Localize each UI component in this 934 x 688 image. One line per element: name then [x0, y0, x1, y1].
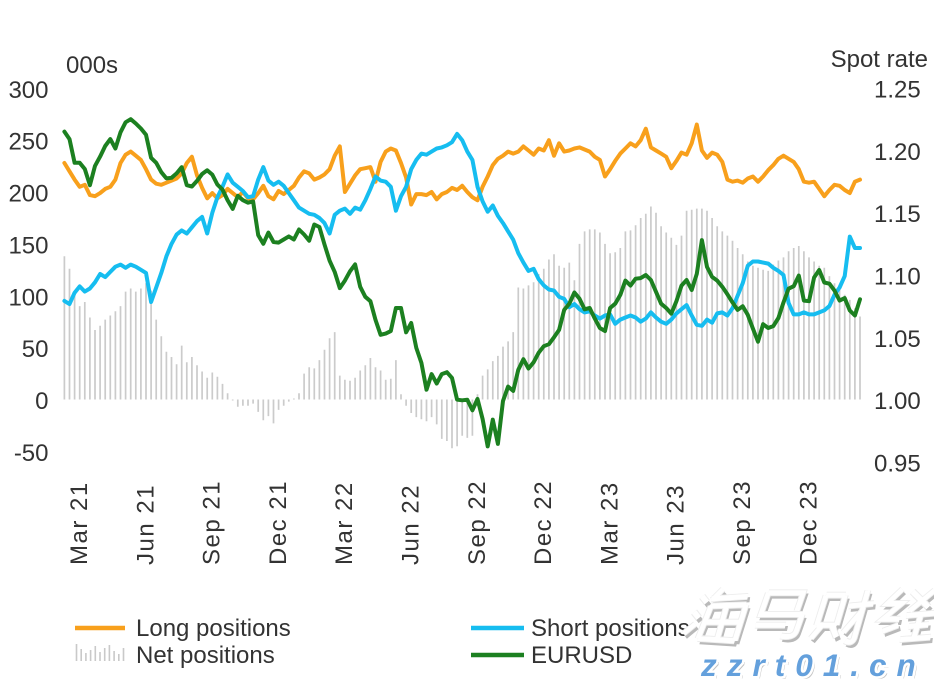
- svg-text:0: 0: [35, 388, 48, 415]
- svg-text:Sep 22: Sep 22: [464, 480, 491, 565]
- svg-text:1.20: 1.20: [874, 139, 921, 166]
- svg-text:0.95: 0.95: [874, 451, 921, 478]
- svg-text:1.10: 1.10: [874, 264, 921, 291]
- svg-text:1.00: 1.00: [874, 388, 921, 415]
- svg-text:Dec 22: Dec 22: [530, 480, 557, 565]
- svg-text:000s: 000s: [66, 52, 118, 79]
- svg-text:250: 250: [8, 129, 48, 156]
- svg-text:zzrt01.cn: zzrt01.cn: [700, 647, 926, 683]
- svg-text:Dec 21: Dec 21: [265, 480, 292, 565]
- svg-text:Mar 21: Mar 21: [66, 481, 93, 565]
- svg-text:Mar 22: Mar 22: [331, 481, 358, 565]
- svg-text:Spot rate: Spot rate: [831, 46, 928, 73]
- svg-text:50: 50: [22, 336, 49, 363]
- svg-text:1.25: 1.25: [874, 77, 921, 104]
- svg-text:-50: -50: [14, 440, 49, 467]
- svg-text:300: 300: [8, 77, 48, 104]
- svg-text:Mar 23: Mar 23: [596, 481, 623, 565]
- svg-text:Jun 21: Jun 21: [132, 484, 159, 565]
- svg-text:150: 150: [8, 232, 48, 259]
- svg-text:Jun 23: Jun 23: [663, 484, 690, 565]
- svg-text:Short positions: Short positions: [531, 615, 690, 642]
- svg-text:EURUSD: EURUSD: [531, 642, 632, 669]
- svg-text:100: 100: [8, 284, 48, 311]
- svg-text:1.05: 1.05: [874, 326, 921, 353]
- svg-text:zzrt01.cn: zzrt01.cn: [700, 647, 926, 683]
- svg-text:Sep 21: Sep 21: [199, 480, 226, 565]
- svg-text:Dec 23: Dec 23: [795, 480, 822, 565]
- svg-text:200: 200: [8, 181, 48, 208]
- svg-text:Long positions: Long positions: [136, 615, 291, 642]
- svg-text:1.15: 1.15: [874, 201, 921, 228]
- svg-text:Jun 22: Jun 22: [398, 484, 425, 565]
- svg-text:zzrt01.cn: zzrt01.cn: [703, 650, 929, 684]
- svg-text:Sep 23: Sep 23: [729, 480, 756, 565]
- svg-text:Net positions: Net positions: [136, 642, 275, 669]
